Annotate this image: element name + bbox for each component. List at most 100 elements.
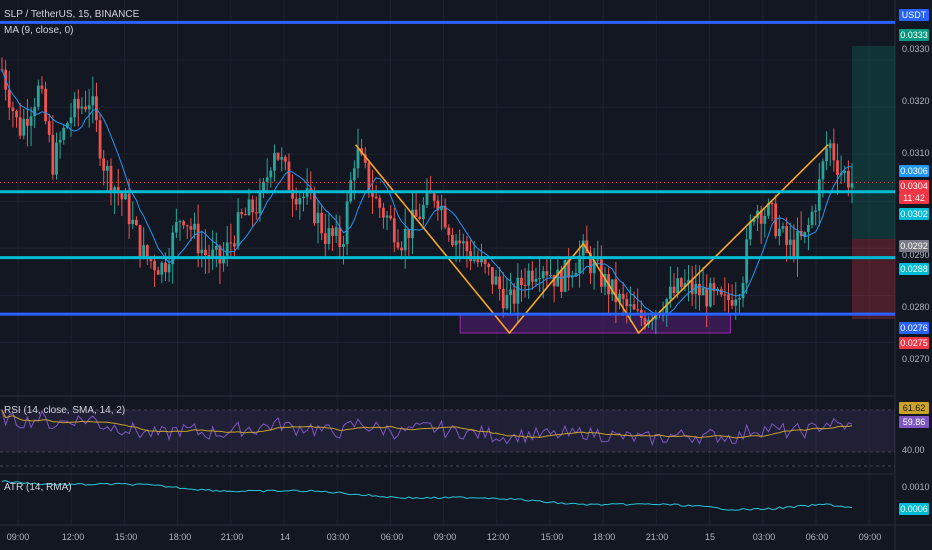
rsi-tick: 40.00 [902, 445, 925, 455]
candle-body [698, 283, 701, 296]
candle-body [759, 210, 763, 224]
candle-body [160, 262, 164, 275]
candle-body [51, 134, 55, 175]
atr-line [1, 479, 853, 511]
candle-body [15, 111, 18, 118]
price-tick: 0.0320 [902, 96, 930, 106]
candle-body [828, 143, 832, 149]
time-tick: 03:00 [326, 532, 350, 542]
candle-body [47, 121, 51, 135]
candle-body [389, 215, 393, 219]
time-tick: 12:00 [486, 532, 510, 542]
candle-body [200, 249, 204, 254]
price-tick: 0.0270 [902, 354, 930, 364]
ma-legend[interactable]: MA (9, close, 0) [4, 25, 74, 36]
candle-body [687, 280, 690, 284]
candle-body [196, 223, 200, 254]
candle-body [585, 240, 589, 254]
candle-body [440, 205, 443, 211]
candle-body [164, 262, 167, 273]
candle-body [156, 270, 160, 275]
candle-body [298, 198, 302, 205]
candle-body [487, 263, 491, 268]
price-tick: 0.0330 [902, 44, 930, 54]
candle-body [145, 245, 149, 260]
candle-body [432, 193, 436, 201]
candle-body [367, 162, 371, 191]
candle-body [832, 143, 836, 161]
candle-body [55, 142, 58, 175]
candle-body [443, 205, 447, 228]
badge-last-price: 0.0304 [899, 180, 929, 192]
candle-body [124, 193, 127, 200]
candle-body [505, 294, 509, 309]
candle-body [338, 227, 342, 248]
candle-body [683, 283, 687, 288]
candle-body [418, 216, 422, 219]
candle-body [342, 244, 345, 248]
candle-body [589, 253, 592, 274]
candle-body [578, 255, 581, 274]
candle-body [425, 190, 429, 205]
rsi-legend[interactable]: RSI (14, close, SMA, 14, 2) [4, 405, 126, 416]
candle-body [265, 177, 269, 182]
candle-body [291, 189, 294, 199]
candle-body [414, 209, 418, 217]
candle-body [618, 293, 621, 303]
candle-body [494, 276, 498, 285]
candle-body [723, 294, 727, 296]
symbol-title: SLP / TetherUS, 15, BINANCE [4, 9, 140, 20]
candle-body [777, 228, 781, 237]
candle-body [302, 196, 305, 199]
candle-body [229, 242, 233, 244]
atr-legend[interactable]: ATR (14, RMA) [4, 482, 72, 493]
candle-body [392, 218, 396, 243]
candle-body [520, 277, 523, 286]
candle-body [316, 212, 320, 224]
badge-resistance: USDT [899, 9, 929, 21]
time-tick: 21:00 [645, 532, 669, 542]
candle-body [788, 239, 792, 245]
position-loss-zone [852, 238, 895, 319]
candle-body [36, 85, 40, 107]
candle-body [218, 245, 222, 264]
candle-body [22, 118, 26, 136]
rsi-band [0, 410, 895, 452]
candle-body [817, 179, 821, 211]
candle-body [810, 211, 814, 225]
time-tick: 15:00 [540, 532, 564, 542]
candle-body [113, 187, 117, 194]
candle-body [498, 276, 502, 289]
candle-body [240, 212, 244, 215]
candle-body [556, 269, 560, 287]
candle-body [44, 88, 47, 122]
candles [0, 57, 854, 335]
candle-body [581, 240, 585, 256]
candle-body [679, 278, 683, 288]
candle-body [153, 261, 156, 271]
candle-body [276, 152, 280, 160]
candle-body [65, 123, 69, 128]
position-profit-zone [852, 45, 895, 239]
time-tick: 15 [704, 532, 716, 542]
candle-body [363, 154, 367, 163]
time-tick: 09:00 [433, 532, 457, 542]
candle-body [294, 198, 298, 205]
overlays [0, 45, 895, 467]
candle-body [814, 210, 818, 212]
candle-body [549, 275, 552, 277]
candle-body [280, 157, 284, 160]
candle-body [320, 212, 324, 234]
candle-body [538, 278, 542, 280]
candle-body [483, 258, 487, 264]
candle-body [436, 200, 440, 211]
badge-countdown: 11:42 [899, 192, 929, 204]
candle-body [701, 287, 705, 296]
candle-body [610, 279, 614, 295]
candle-body [214, 245, 218, 250]
badge-stop: 0.0275 [899, 337, 929, 349]
badge-target: 0.0333 [899, 29, 929, 41]
candle-body [451, 234, 454, 245]
candle-body [120, 193, 124, 200]
